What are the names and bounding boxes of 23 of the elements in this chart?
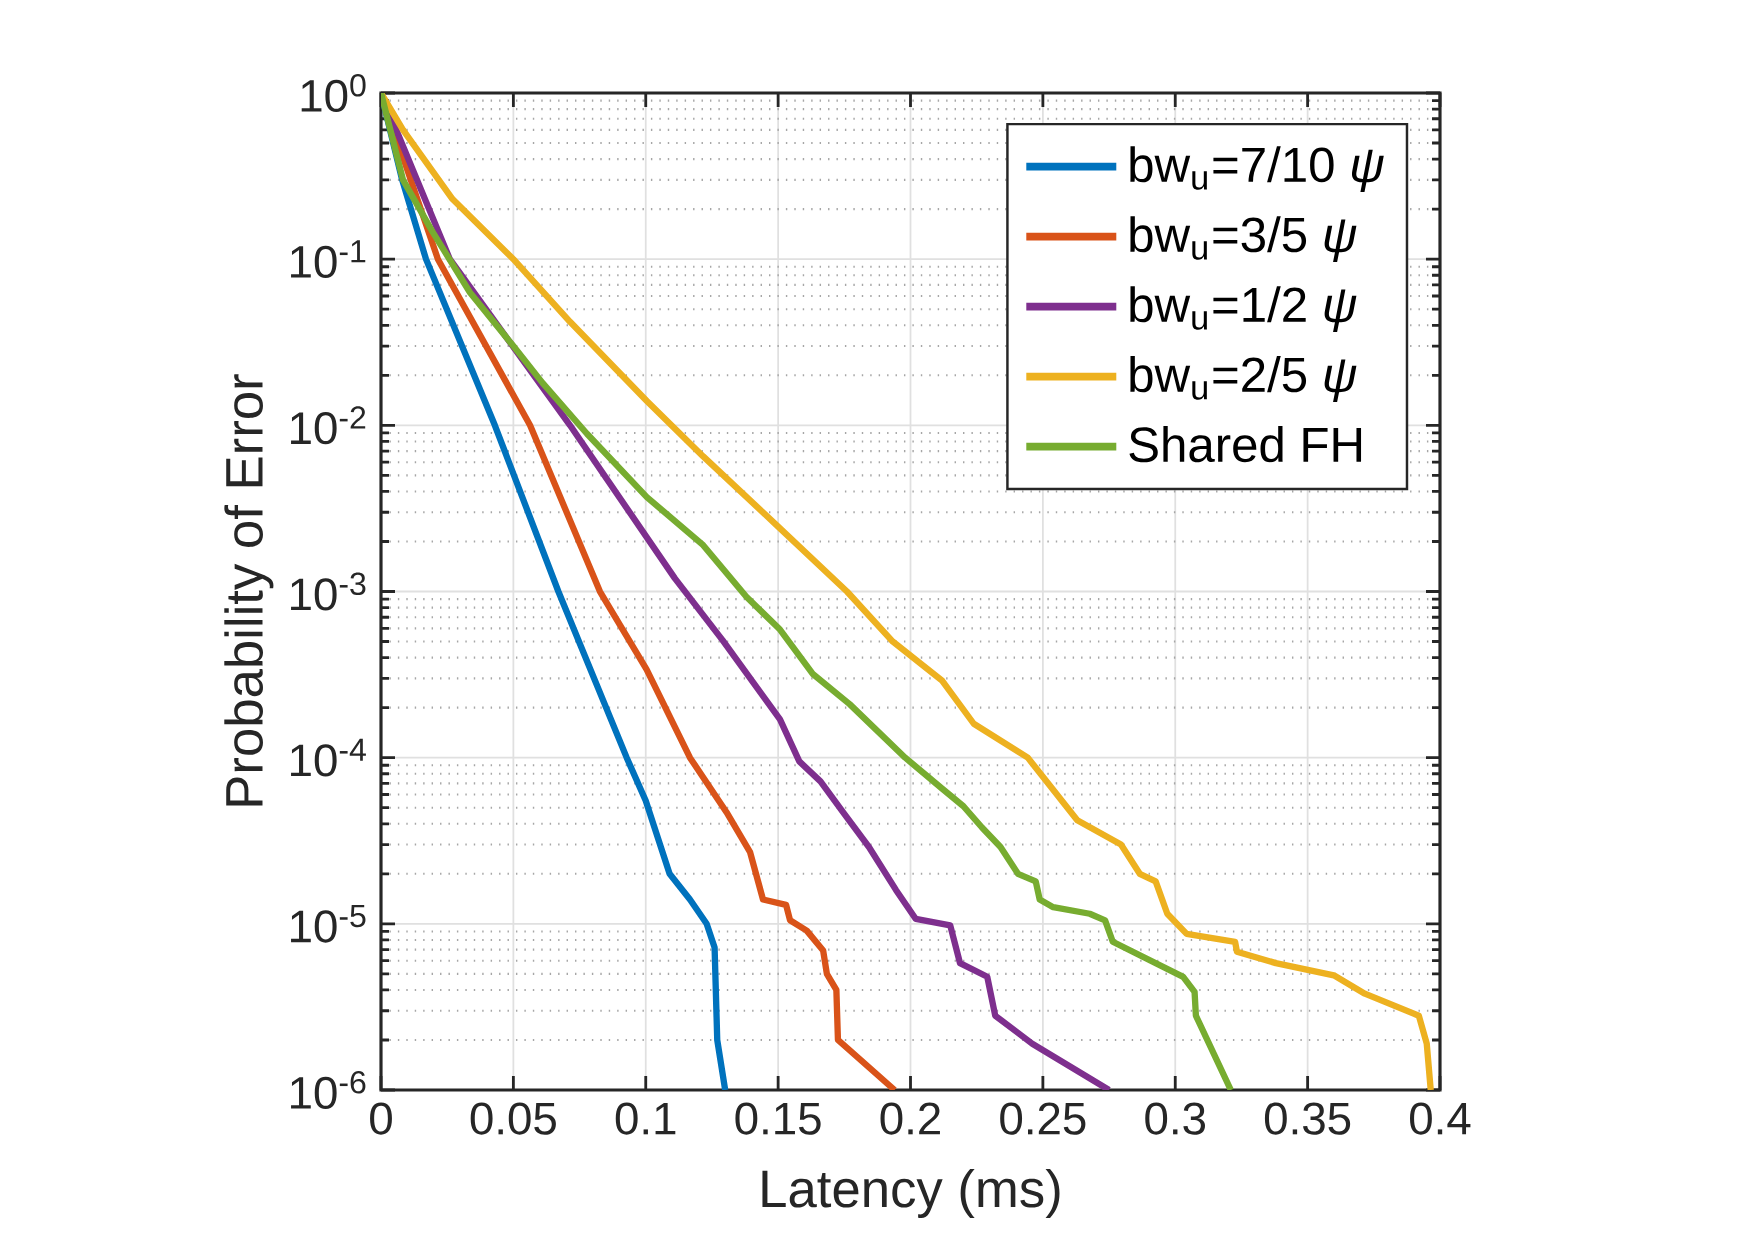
legend-label: Shared FH bbox=[1129, 426, 1362, 463]
x-tick-label: 0.2 bbox=[880, 1102, 940, 1135]
y-tick-label: 10$^{-2}$ bbox=[291, 406, 366, 445]
x-tick-label: 0.15 bbox=[735, 1102, 821, 1135]
x-tick-label: 0.3 bbox=[1145, 1102, 1206, 1135]
x-tick-label: 0.25 bbox=[1000, 1102, 1086, 1135]
x-tick-label: 0.1 bbox=[615, 1102, 676, 1135]
legend-label: bw$_{u}$=1/2 ψ bbox=[1130, 286, 1357, 332]
y-tick-label: 10$^{-3}$ bbox=[291, 572, 366, 611]
legend-label: bw$_{u}$=2/5 ψ bbox=[1130, 356, 1357, 402]
y-axis-title: Probability of Error bbox=[224, 374, 274, 806]
x-tick-label: 0.05 bbox=[470, 1102, 556, 1135]
legend-label: bw$_{u}$=3/5 ψ bbox=[1130, 216, 1357, 262]
x-axis-title: Latency (ms) bbox=[762, 1168, 1060, 1219]
x-tick-label: 0.4 bbox=[1410, 1102, 1471, 1135]
x-tick-label: 0.35 bbox=[1264, 1102, 1351, 1135]
y-tick-label: 10$^{-4}$ bbox=[291, 738, 366, 777]
y-tick-label: 10$^{-6}$ bbox=[291, 1070, 366, 1110]
legend-label: bw$_{u}$=7/10 ψ bbox=[1130, 146, 1384, 193]
y-tick-label: 10$^{-1}$ bbox=[291, 240, 366, 279]
y-tick-label: 10$^{-5}$ bbox=[291, 904, 366, 943]
x-tick-label: 0 bbox=[370, 1102, 392, 1135]
y-tick-label: 10$^{0}$ bbox=[301, 73, 366, 113]
